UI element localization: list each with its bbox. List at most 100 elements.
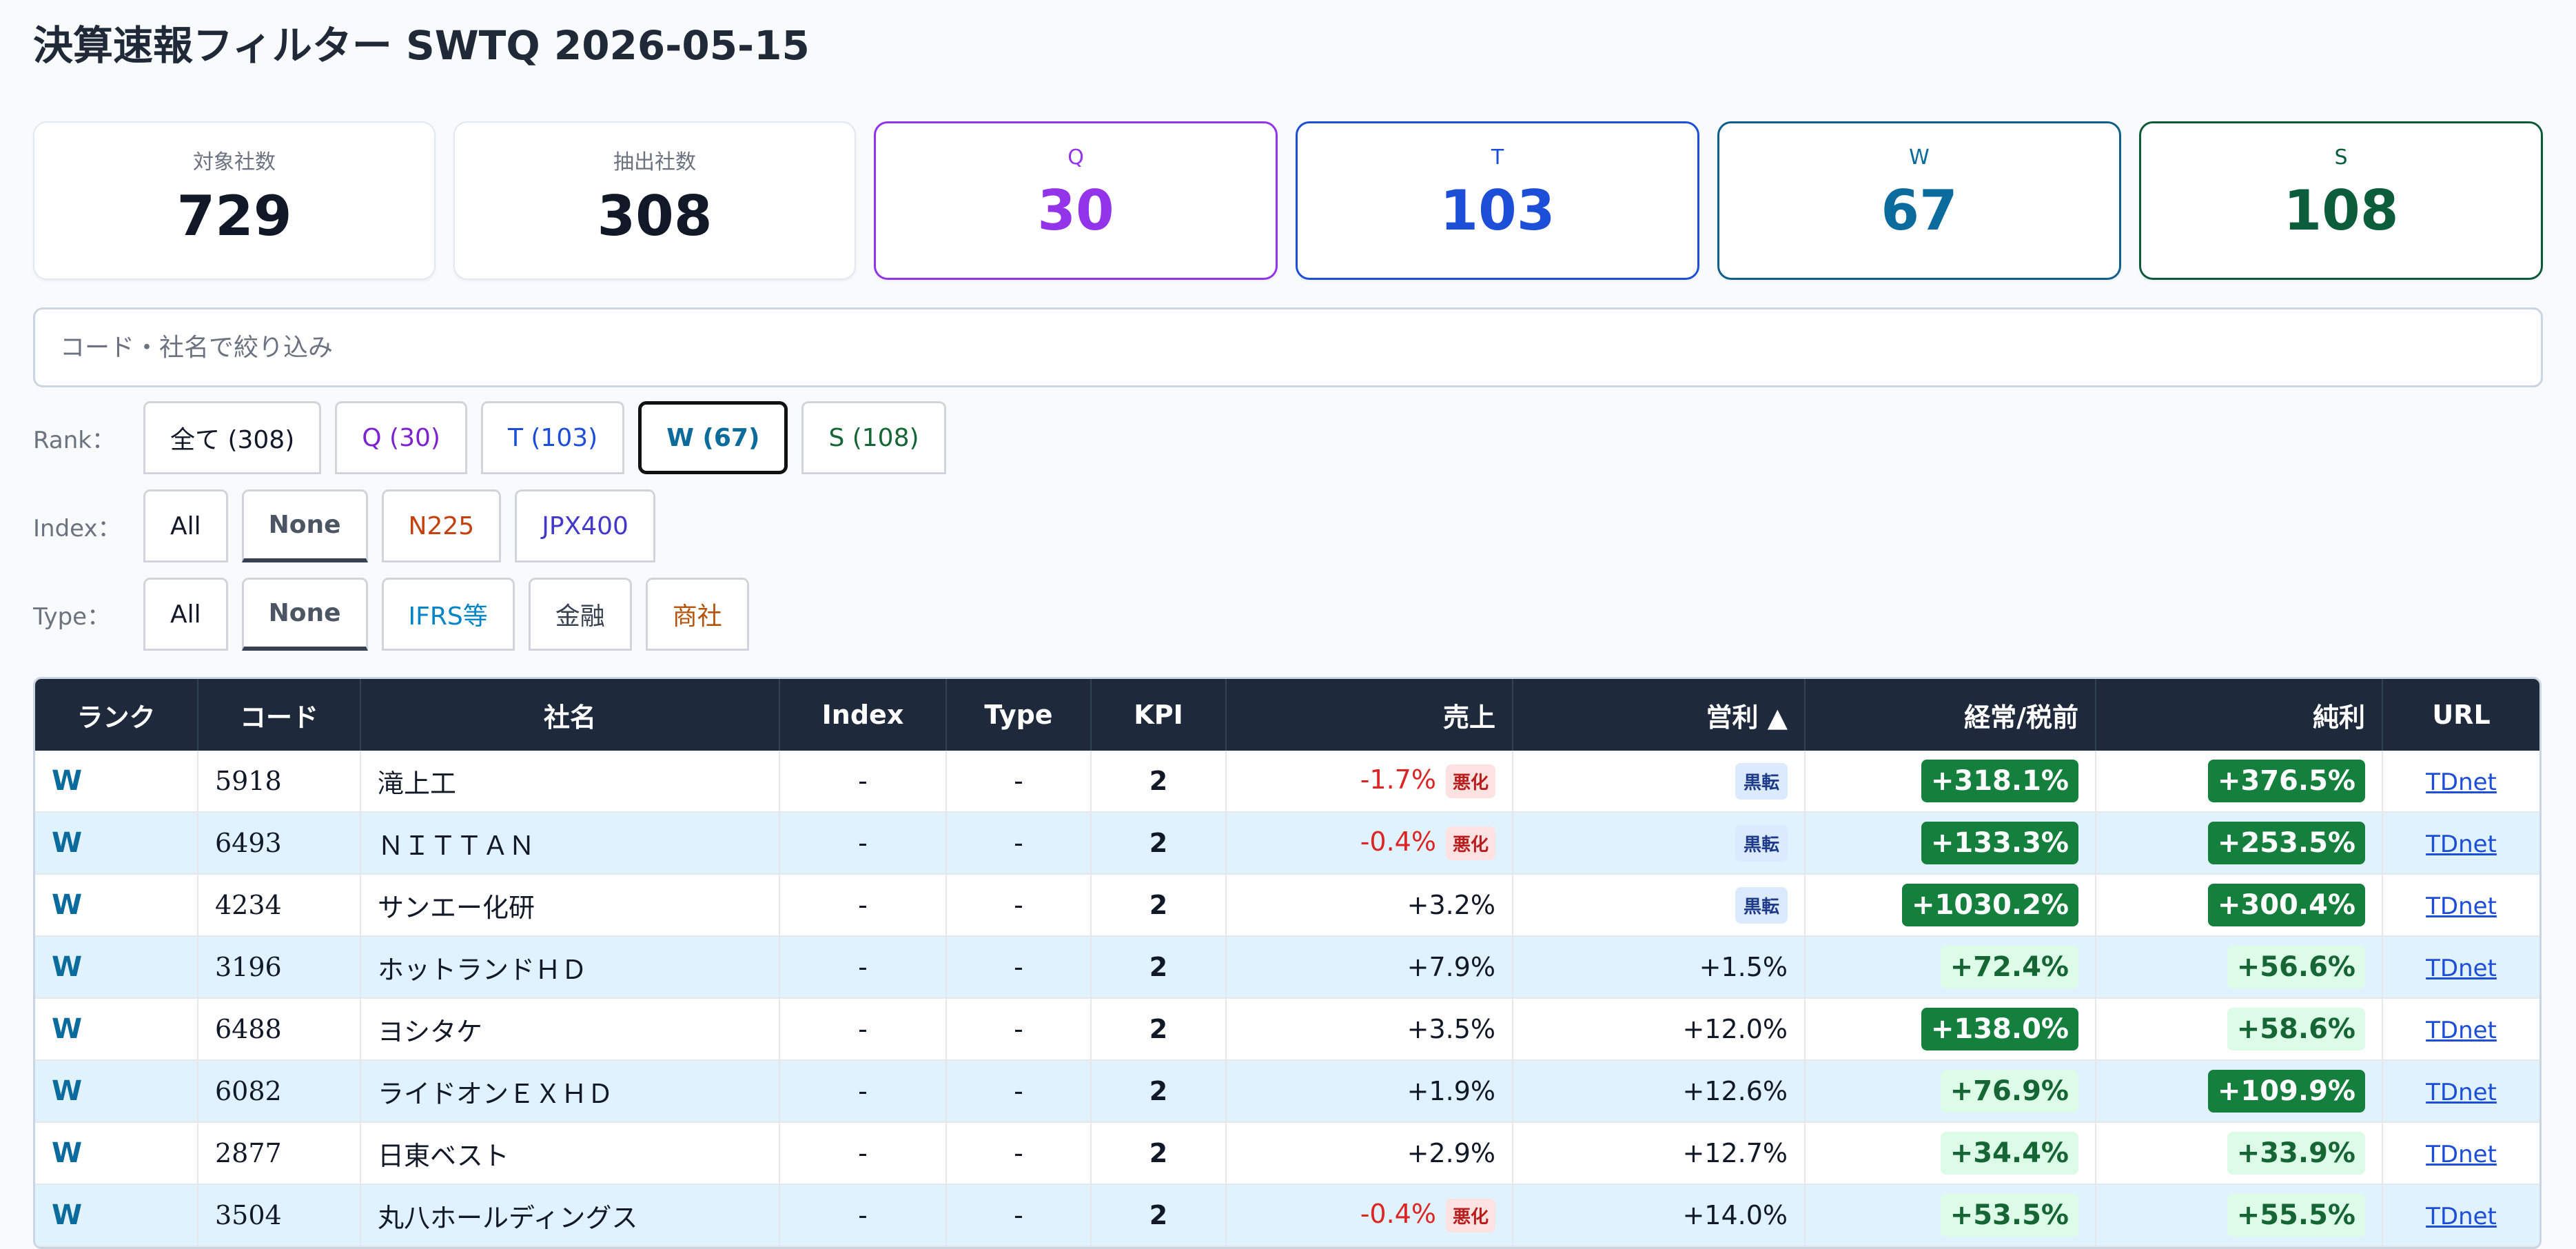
cell-net-profit: +109.9% [2096, 1060, 2383, 1123]
tdnet-link[interactable]: TDnet [2426, 831, 2497, 858]
rank-chip-t[interactable]: T (103) [480, 401, 625, 474]
cell-ordinary-profit: +1030.2% [1805, 874, 2096, 937]
index-chip-none[interactable]: None [241, 489, 368, 562]
stat-card-extracted: 抽出社数 308 [453, 121, 856, 280]
tdnet-link[interactable]: TDnet [2426, 1203, 2497, 1230]
cell-ordinary-profit: +53.5% [1805, 1184, 2096, 1247]
table-row[interactable]: W 5918 滝上工 - -2 -1.7% 悪化 黒転 +318.1% +376.5% TDnet [35, 751, 2539, 813]
cell-company-name: 滝上工 [360, 751, 780, 813]
table-row[interactable]: W 6488 ヨシタケ - -2 +3.5% +12.0% +138.0% +58.6% TDne… [35, 998, 2539, 1061]
header-index[interactable]: Index [779, 679, 947, 751]
worsened-badge: 悪化 [1445, 764, 1495, 798]
page-title: 決算速報フィルター SWTQ 2026-05-15 [33, 22, 810, 69]
tdnet-link[interactable]: TDnet [2426, 1141, 2497, 1168]
cell-index: - [779, 874, 947, 937]
cell-company-name: ライドオンＥＸＨＤ [360, 1060, 780, 1123]
cell-index: - [779, 1122, 947, 1185]
cell-ordinary-profit: +34.4% [1805, 1122, 2096, 1185]
type-chip-none[interactable]: None [241, 578, 368, 651]
sales-value: -0.4% [1360, 826, 1436, 857]
cell-code: 3504 [198, 1184, 361, 1247]
cell-sales: -0.4% 悪化 [1226, 1184, 1513, 1247]
type-chip-all[interactable]: All [143, 578, 228, 651]
cell-type: - [946, 751, 1092, 813]
search-input[interactable] [33, 307, 2543, 387]
stat-value: 103 [1440, 179, 1555, 243]
tdnet-link[interactable]: TDnet [2426, 893, 2497, 920]
header-kpi[interactable]: KPI [1091, 679, 1227, 751]
net-profit-badge: +33.9% [2227, 1132, 2365, 1175]
index-filter-label: Index： [33, 514, 121, 542]
cell-rank: W [35, 1184, 198, 1247]
turnaround-badge: 黒転 [1735, 762, 1788, 800]
cell-code: 4234 [198, 874, 361, 937]
table-row[interactable]: W 6082 ライドオンＥＸＨＤ - -2 +1.9% +12.6% +76.9% +109.9… [35, 1060, 2539, 1123]
tdnet-link[interactable]: TDnet [2426, 1079, 2497, 1106]
header-name[interactable]: 社名 [360, 679, 780, 751]
cell-net-profit: +253.5% [2096, 812, 2383, 875]
cell-net-profit: +300.4% [2096, 874, 2383, 937]
table-row[interactable]: W 3504 丸八ホールディングス - -2 -0.4% 悪化 +14.0% +53.5% +55… [35, 1184, 2539, 1247]
index-chip-n225[interactable]: N225 [381, 489, 502, 562]
stat-value: 67 [1881, 179, 1958, 243]
cell-company-name: ＮＩＴＴＡＮ [360, 812, 780, 875]
cell-code: 6082 [198, 1060, 361, 1123]
cell-rank: W [35, 1060, 198, 1123]
header-net-profit[interactable]: 純利 [2096, 679, 2383, 751]
cell-sales: +1.9% [1226, 1060, 1513, 1123]
tdnet-link[interactable]: TDnet [2426, 955, 2497, 982]
cell-kpi: 2 [1091, 936, 1227, 999]
sales-value: +3.5% [1407, 1014, 1495, 1044]
sales-value: -0.4% [1360, 1198, 1436, 1229]
tdnet-link[interactable]: TDnet [2426, 769, 2497, 796]
rank-filter-row: Rank： 全て (308) Q (30) T (103) W (67) S (… [33, 401, 2543, 474]
cell-company-name: 日東ベスト [360, 1122, 780, 1185]
tdnet-link[interactable]: TDnet [2426, 1017, 2497, 1044]
cell-sales: +3.2% [1226, 874, 1513, 937]
header-rank[interactable]: ランク [35, 679, 198, 751]
net-profit-badge: +376.5% [2207, 760, 2365, 802]
cell-type: - [946, 1060, 1092, 1123]
header-type[interactable]: Type [946, 679, 1092, 751]
net-profit-badge: +300.4% [2207, 884, 2365, 926]
cell-rank: W [35, 998, 198, 1061]
cell-sales: -1.7% 悪化 [1226, 751, 1513, 813]
ordinary-profit-badge: +53.5% [1940, 1194, 2078, 1237]
rank-chip-all[interactable]: 全て (308) [143, 401, 322, 474]
table-row[interactable]: W 2877 日東ベスト - -2 +2.9% +12.7% +34.4% +33.9% TDne… [35, 1122, 2539, 1185]
stat-card-q: Q 30 [874, 121, 1278, 280]
table-row[interactable]: W 4234 サンエー化研 - -2 +3.2% 黒転 +1030.2% +300.4% TDne… [35, 874, 2539, 937]
rank-chip-s[interactable]: S (108) [801, 401, 946, 474]
header-ordinary-profit[interactable]: 経常/税前 [1805, 679, 2096, 751]
header-operating-profit[interactable]: 営利 ▲ [1513, 679, 1806, 751]
type-chip-finance[interactable]: 金融 [528, 578, 632, 651]
operating-profit-value: +12.7% [1682, 1138, 1788, 1168]
stat-card-target: 対象社数 729 [33, 121, 436, 280]
type-chip-ifrs[interactable]: IFRS等 [381, 578, 515, 651]
index-filter-row: Index： All None N225 JPX400 [33, 489, 2543, 562]
worsened-badge: 悪化 [1445, 1198, 1495, 1232]
turnaround-badge: 黒転 [1735, 886, 1788, 924]
sales-value: +2.9% [1407, 1138, 1495, 1168]
cell-type: - [946, 874, 1092, 937]
table-row[interactable]: W 6493 ＮＩＴＴＡＮ - -2 -0.4% 悪化 黒転 +133.3% +253.5% TDn… [35, 812, 2539, 875]
index-chip-jpx400[interactable]: JPX400 [515, 489, 655, 562]
stat-label: S [2334, 145, 2348, 170]
type-chip-trading[interactable]: 商社 [645, 578, 749, 651]
rank-chip-w[interactable]: W (67) [638, 401, 788, 474]
rank-chip-q[interactable]: Q (30) [335, 401, 467, 474]
cell-kpi: 2 [1091, 812, 1227, 875]
net-profit-badge: +109.9% [2207, 1070, 2365, 1113]
sales-value: +3.2% [1407, 890, 1495, 920]
cell-code: 5918 [198, 751, 361, 813]
header-sales[interactable]: 売上 [1226, 679, 1513, 751]
table-row[interactable]: W 3196 ホットランドＨＤ - -2 +7.9% +1.5% +72.4% +56.6% TD… [35, 936, 2539, 999]
index-chip-all[interactable]: All [143, 489, 228, 562]
cell-operating-profit: +1.5% [1513, 936, 1806, 999]
type-filter-label: Type： [33, 602, 111, 631]
cell-operating-profit: +12.7% [1513, 1122, 1806, 1185]
cell-operating-profit: +12.6% [1513, 1060, 1806, 1123]
cell-index: - [779, 812, 947, 875]
header-code[interactable]: コード [198, 679, 361, 751]
cell-company-name: 丸八ホールディングス [360, 1184, 780, 1247]
